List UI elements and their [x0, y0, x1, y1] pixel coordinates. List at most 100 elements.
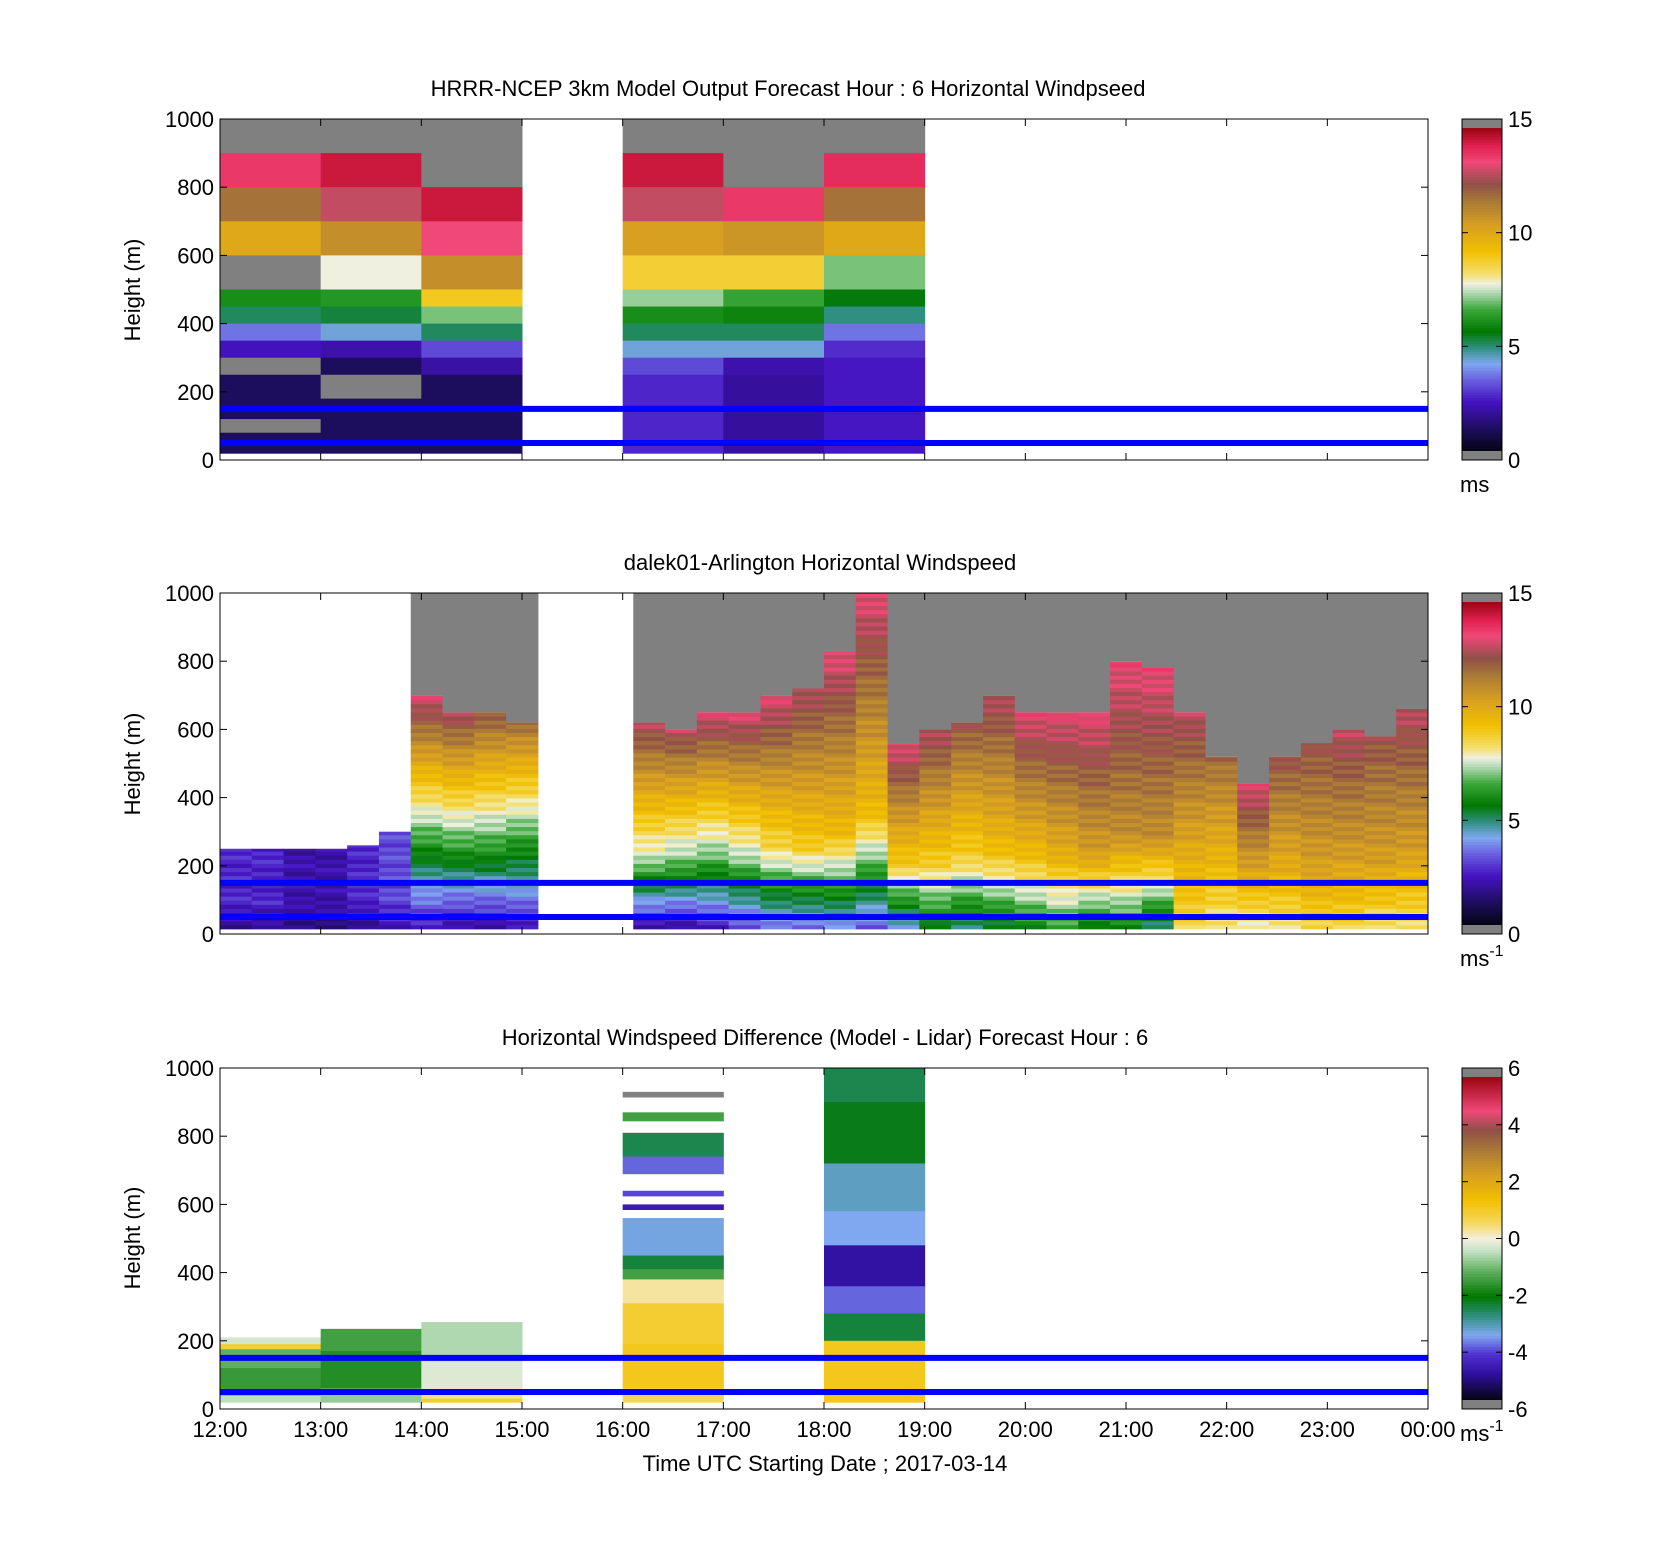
heatmap-cell [824, 855, 857, 860]
colorbar-swatch [1462, 1249, 1502, 1253]
heatmap-cell [1046, 842, 1079, 848]
colorbar-swatch [1462, 440, 1502, 444]
heatmap-cell [283, 924, 316, 930]
colorbar-swatch [1462, 639, 1502, 644]
heatmap-cell [1110, 773, 1143, 778]
heatmap-cell [410, 785, 444, 791]
heatmap-cell [1078, 859, 1111, 864]
colorbar-swatch [1462, 1111, 1502, 1116]
heatmap-cell [622, 357, 724, 376]
colorbar-swatch [1462, 895, 1502, 899]
heatmap-cell [1237, 810, 1270, 815]
heatmap-cell [665, 842, 698, 848]
heatmap-cell [919, 736, 952, 742]
heatmap-cell [442, 830, 475, 836]
colorbar-swatch [1462, 844, 1502, 848]
heatmap-cell [1173, 789, 1206, 795]
heatmap-cell [220, 887, 253, 893]
heatmap-cell [982, 867, 1016, 873]
colorbar-swatch [1462, 712, 1502, 716]
heatmap-cell [855, 720, 889, 725]
heatmap-cell [919, 810, 952, 815]
heatmap-cell [919, 871, 952, 877]
heatmap-cell [1110, 863, 1143, 869]
heatmap-cell [1300, 851, 1334, 856]
colorbar-swatch [1462, 1101, 1502, 1105]
heatmap-cell [728, 744, 761, 750]
heatmap-cell [474, 887, 507, 893]
heatmap-cell [792, 859, 825, 864]
heatmap-cell [1141, 744, 1175, 750]
heatmap-cell [792, 871, 825, 877]
heatmap-cell [951, 859, 984, 864]
x-tick-label: 19:00 [897, 1417, 952, 1442]
heatmap-cell [506, 838, 539, 844]
heatmap-cell [347, 883, 380, 889]
colorbar-swatch [1462, 650, 1502, 654]
colorbar-swatch [1462, 731, 1502, 735]
heatmap-cell [792, 847, 825, 852]
heatmap-cell [824, 867, 857, 873]
heatmap-cell [982, 896, 1016, 901]
heatmap-cell [824, 744, 857, 750]
heatmap-cell [378, 887, 412, 893]
heatmap-cell [760, 695, 793, 701]
heatmap-cell [665, 855, 698, 860]
colorbar-swatch [1462, 1079, 1502, 1084]
heatmap-cell [1078, 908, 1111, 914]
heatmap-cell [824, 847, 857, 852]
heatmap-cell [728, 712, 761, 717]
heatmap-cell [1173, 757, 1206, 762]
heatmap-cell [951, 826, 984, 832]
heatmap-cell [220, 892, 253, 897]
heatmap-cell [1078, 924, 1111, 930]
heatmap-cell [855, 679, 889, 684]
y-tick-label: 600 [177, 717, 214, 742]
colorbar-swatch [1462, 733, 1502, 738]
heatmap-cell [792, 867, 825, 873]
heatmap-cell [410, 900, 444, 905]
colorbar-swatch [1462, 241, 1502, 245]
colorbar-swatch [1462, 841, 1502, 846]
heatmap-cell [1046, 802, 1079, 807]
heatmap-cell [696, 814, 730, 819]
colorbar-swatch [1462, 276, 1502, 280]
heatmap-cell [506, 908, 539, 914]
heatmap-cell [728, 752, 761, 758]
heatmap-cell [378, 892, 412, 897]
colorbar-swatch [1462, 1295, 1502, 1299]
heatmap-cell [1396, 904, 1429, 909]
heatmap-cell [665, 822, 698, 828]
heatmap-cell [982, 773, 1016, 778]
heatmap-cell [855, 920, 889, 926]
colorbar-swatch [1462, 1338, 1502, 1342]
heatmap-cell [506, 765, 539, 770]
heatmap-cell [1396, 892, 1429, 897]
heatmap-cell [760, 859, 793, 864]
heatmap-cell [824, 883, 857, 889]
heatmap-cell [633, 830, 666, 836]
heatmap-cell [855, 867, 889, 873]
heatmap-cell [633, 722, 666, 725]
heatmap-cell [474, 826, 507, 832]
heatmap-cell [824, 908, 857, 914]
colorbar-swatch [1462, 354, 1502, 358]
heatmap-cell [760, 875, 793, 881]
heatmap-cell [220, 306, 322, 325]
colorbar-swatch [1462, 319, 1502, 323]
heatmap-cell [1332, 797, 1365, 803]
heatmap-cell [728, 887, 761, 893]
heatmap-cell-nodata [792, 593, 825, 689]
heatmap-cell [665, 748, 698, 754]
heatmap-cell [410, 859, 444, 864]
heatmap-cell [792, 855, 825, 860]
heatmap-cell [1396, 736, 1429, 742]
heatmap-cell [1141, 883, 1175, 889]
heatmap-cell [665, 834, 698, 840]
heatmap-cell [792, 924, 825, 930]
colorbar-swatch [1462, 445, 1502, 450]
heatmap-cell [1110, 802, 1143, 807]
heatmap-cell [315, 855, 348, 860]
heatmap-cell [506, 736, 539, 742]
